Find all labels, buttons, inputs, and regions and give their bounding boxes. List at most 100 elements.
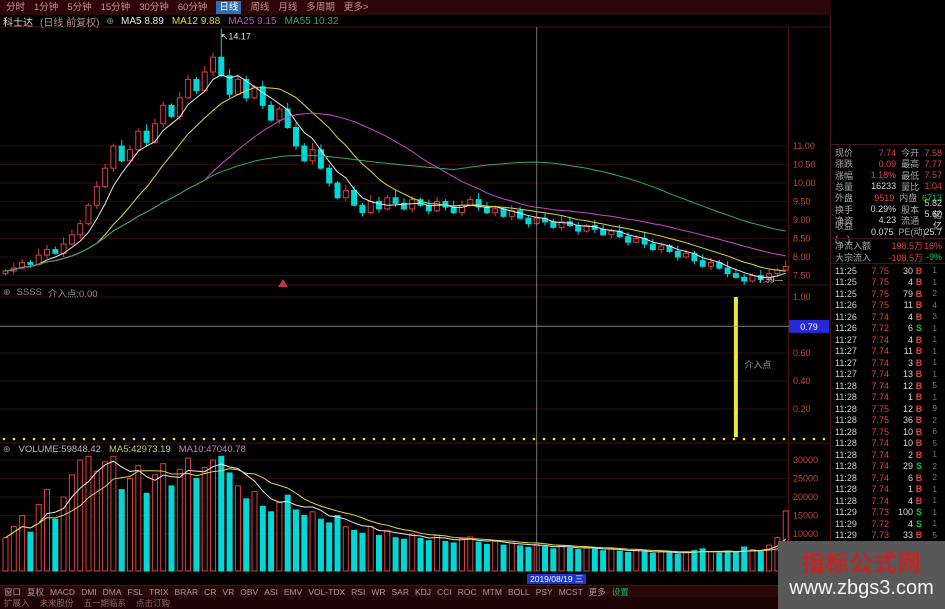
signal-baseline-dot [442,437,446,441]
tick-row[interactable]: 11:29 7.73 33 B 5 [831,530,945,541]
indicator-tab-CR[interactable]: CR [204,586,217,597]
indicator-tab-KDJ[interactable]: KDJ [414,586,432,597]
signal-baseline-dot [152,437,156,441]
signal-baseline-dot [672,437,676,441]
notice-item[interactable]: 未来股份 [39,598,74,608]
tick-row[interactable]: 11:28 7.74 12 B 5 [831,380,945,391]
tick-row[interactable]: 11:27 7.74 13 B 1 [831,369,945,380]
indicator-tab-VOL-TDX[interactable]: VOL-TDX [308,586,346,597]
notice-item[interactable]: 扩展入 [4,598,30,608]
indicator-tab-BRAR[interactable]: BRAR [174,586,199,597]
period-tab-更多>[interactable]: 更多> [343,1,369,13]
indicator-tab-WR[interactable]: WR [371,586,386,597]
tick-row[interactable]: 11:29 7.72 4 S 1 [831,518,945,529]
indicator-tab-MCST[interactable]: MCST [558,586,583,597]
volume-ma5-line [5,460,787,554]
last-price-annotation: 7.39— [758,275,784,285]
tick-row[interactable]: 11:28 7.75 10 B 6 [831,426,945,437]
crosshair-tag-text: 0.79 [800,322,818,332]
indicator-tab-OBV[interactable]: OBV [240,586,259,597]
tick-row[interactable]: 11:28 7.75 12 B 9 [831,403,945,414]
indicator-tab-窗口[interactable]: 窗口 [4,586,22,597]
indicator-tab-BOLL[interactable]: BOLL [507,586,530,597]
signal-baseline-dot [192,437,196,441]
tick-price: 7.73 [871,507,889,517]
tick-row[interactable]: 11:25 7.75 79 B 2 [831,288,945,299]
overlay-add-icon[interactable]: ⊕ [106,15,114,26]
period-tab-多周期[interactable]: 多周期 [306,1,335,13]
tick-row[interactable]: 11:26 7.75 11 B 4 [831,300,945,311]
chart-title-row: 科士达 (日线 前复权) ⊕ MA5 8.89 MA12 9.88 MA25 9.15… [3,15,831,29]
tick-row[interactable]: 11:29 7.73 100 S 1 [831,507,945,518]
tick-row[interactable]: 11:25 7.75 30 B 1 [831,265,945,276]
indicator-tab-DMI[interactable]: DMI [81,586,97,597]
quote-value: 16233 [871,181,897,192]
tick-time: 11:28 [835,472,857,483]
indicator-tab-ROC[interactable]: ROC [457,586,477,597]
tick-row[interactable]: 11:26 7.74 4 B 3 [831,311,945,322]
indicator-tab-VR[interactable]: VR [222,586,235,597]
tick-row[interactable]: 11:27 7.74 4 B 1 [831,334,945,345]
period-tab-5分钟[interactable]: 5分钟 [67,1,92,13]
indicator-tab-FSL[interactable]: FSL [127,586,144,597]
indicator-name[interactable]: SSSS [16,287,42,298]
tick-row[interactable]: 11:28 7.74 4 B 1 [831,495,945,506]
tick-row[interactable]: 11:25 7.75 4 B 1 [831,277,945,288]
tick-flag: B [915,288,923,299]
volume-add-icon[interactable]: ⊕ [3,444,11,454]
indicator-tab-SAR[interactable]: SAR [391,586,409,597]
indicator-tab-MTM[interactable]: MTM [482,586,502,597]
tick-row[interactable]: 11:28 7.75 36 B 2 [831,415,945,426]
period-tab-1分钟[interactable]: 1分钟 [34,1,59,13]
tick-row[interactable]: 11:27 7.74 3 B 1 [831,357,945,368]
tick-volume: 3 [907,357,913,368]
tick-price: 7.74 [871,311,889,322]
settings-button[interactable]: 设置 [611,586,629,597]
tick-row[interactable]: 11:28 7.74 29 S 2 [831,461,945,472]
quote-value: 7.77 [924,158,942,169]
ma55-line [5,155,786,272]
indicator-tab-ASI[interactable]: ASI [264,586,278,597]
indicator-tab-MACD[interactable]: MACD [50,586,76,597]
period-tab-月线[interactable]: 月线 [278,1,298,13]
tick-volume: 30 [902,265,913,276]
tick-time: 11:28 [835,392,857,402]
tick-row[interactable]: 11:28 7.74 6 B 2 [831,472,945,483]
tick-row[interactable]: 11:28 7.74 1 B 1 [831,392,945,403]
indicator-tab-RSI[interactable]: RSI [351,586,366,597]
tick-volume: 11 [903,346,913,356]
tick-time: 11:29 [835,507,857,517]
tick-row[interactable]: 11:26 7.72 6 S 1 [831,323,945,334]
notice-item[interactable]: 五一期临系 [83,598,127,608]
period-tab-周线[interactable]: 周线 [250,1,270,13]
indicator-tab-CCI[interactable]: CCI [437,586,452,597]
notice-item[interactable]: 点击订购 [136,598,171,608]
period-tab-15分钟[interactable]: 15分钟 [100,1,131,13]
signal-baseline-dot [732,437,736,441]
quote-value: 1.18% [870,170,897,181]
tick-flag: B [915,403,923,414]
flow-pct: -9% [925,252,942,262]
indicator-tab-复权[interactable]: 复权 [27,586,45,597]
tick-row[interactable]: 11:28 7.74 10 B 5 [831,438,945,449]
period-tab-60分钟[interactable]: 60分钟 [177,1,208,13]
indicator-tab-更多[interactable]: 更多 [588,586,606,597]
quote-label: 总量 [835,181,854,192]
indicator-tab-DMA[interactable]: DMA [102,586,122,597]
tick-row[interactable]: 11:28 7.74 1 B 1 [831,484,945,495]
period-tab-分时[interactable]: 分时 [6,1,26,13]
signal-baseline-dot [822,437,826,441]
indicator-tab-TRIX[interactable]: TRIX [149,586,169,597]
indicator-add-icon[interactable]: ⊕ [3,287,11,297]
period-tab-30分钟[interactable]: 30分钟 [139,1,169,13]
tick-row[interactable]: 11:27 7.74 11 B 1 [831,346,945,357]
indicator-tab-PSY[interactable]: PSY [535,586,553,597]
quote-panel[interactable]: 现价 7.74 今开 7.58 涨跌 0.09 最高 7.77 涨幅 1.18% 最低 7.57 总量 1… [831,0,945,609]
tick-row[interactable]: 11:28 7.74 2 B 1 [831,449,945,460]
indicator-tab-EMV[interactable]: EMV [283,586,303,597]
period-tab-日线[interactable]: 日线 [216,0,242,14]
signal-baseline-dot [222,437,226,441]
ma-value-ma12: MA12 9.88 [171,15,221,27]
price-axis-label: 9.00 [793,215,811,225]
